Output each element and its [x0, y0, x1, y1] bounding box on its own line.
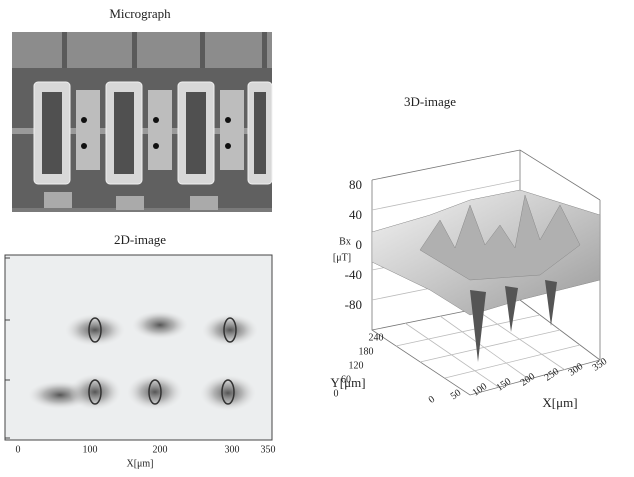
tick-label: 180 — [359, 346, 374, 357]
image-2d — [5, 255, 272, 440]
tick-label: 50 — [449, 387, 464, 402]
tick-label: 300 — [567, 361, 586, 379]
image-2d-x-label: X[μm] — [126, 458, 153, 469]
image-3d-z-label: [μT] — [333, 252, 351, 263]
tick-label: 0 — [356, 237, 363, 252]
micrograph-image — [12, 32, 272, 212]
tick-label: 350 — [591, 356, 610, 374]
tick-label: 250 — [543, 366, 562, 384]
image-2d-title: 2D-image — [114, 232, 166, 247]
tick-label: 80 — [349, 177, 362, 192]
tick-label: 350 — [261, 444, 276, 455]
tick-label: 100 — [471, 381, 490, 399]
image-3d-x-label: X[μm] — [542, 395, 577, 410]
tick-label: 200 — [153, 444, 168, 455]
tick-label: -40 — [345, 267, 362, 282]
tick-label: 100 — [83, 444, 98, 455]
image-3d-z-label: Bx — [339, 236, 351, 247]
tick-label: 40 — [349, 207, 362, 222]
tick-label: 150 — [495, 376, 514, 394]
image-3d-surface — [372, 190, 600, 362]
tick-label: -80 — [345, 297, 362, 312]
micrograph-title: Micrograph — [109, 6, 171, 21]
image-3d-title: 3D-image — [404, 94, 456, 109]
tick-label: 240 — [369, 332, 384, 343]
image-3d-y-label: Y[μm] — [330, 375, 365, 390]
figure: Micrograph 2D-image 0100200300350 X[μm] … — [0, 0, 634, 472]
tick-label: 300 — [225, 444, 240, 455]
tick-label: 120 — [349, 360, 364, 371]
tick-label: 0 — [16, 444, 21, 455]
tick-label: 0 — [427, 394, 437, 406]
